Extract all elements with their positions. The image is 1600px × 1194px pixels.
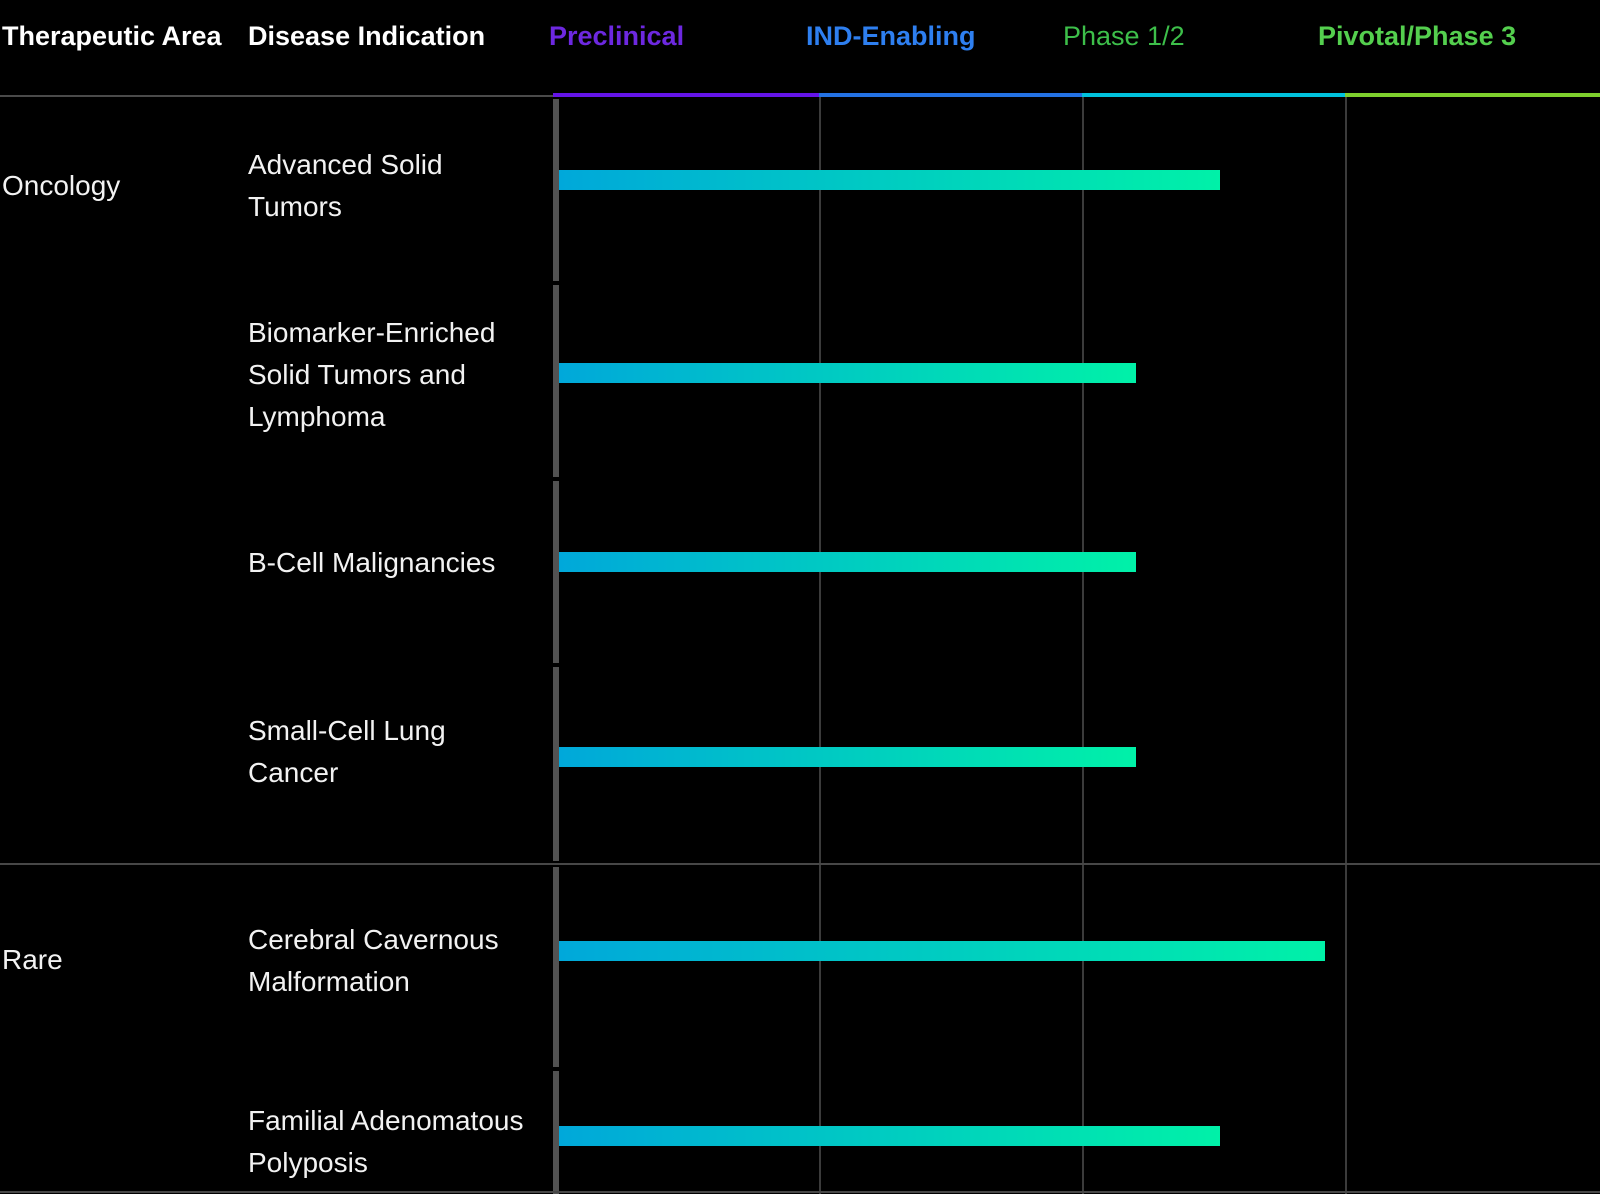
indication-biomarker-enriched: Biomarker-Enriched Solid Tumors and Lymp… — [248, 317, 496, 432]
phase-gridline-pivotal-phase-3 — [1345, 97, 1347, 1194]
therapeutic-area-oncology: Oncology — [2, 170, 121, 201]
phase-gridline-ind-enabling — [819, 97, 821, 1194]
header-underline-ind-enabling — [819, 93, 1082, 97]
progress-bar-track — [559, 747, 1600, 767]
column-header-therapeutic-area: Therapeutic Area — [2, 21, 222, 51]
header-underline-phase-1-2 — [1082, 93, 1345, 97]
column-divider-segment — [553, 481, 559, 663]
header-underline-gray — [0, 95, 553, 97]
column-divider-segment — [553, 667, 559, 861]
column-divider-segment — [553, 285, 559, 477]
indication-b-cell-malignancies: B-Cell Malignancies — [248, 547, 496, 578]
column-divider-segment — [553, 1071, 559, 1194]
pipeline-progress-bar — [559, 170, 1221, 190]
progress-bar-track — [559, 363, 1600, 383]
bottom-row-boundary-line — [0, 1191, 1600, 1193]
progress-bar-track — [559, 170, 1600, 190]
phase-gridline-phase-1-2 — [1082, 97, 1084, 1194]
column-header-ind-enabling: IND-Enabling — [806, 21, 976, 51]
progress-bar-track — [559, 941, 1600, 961]
column-header-disease-indication: Disease Indication — [248, 21, 486, 51]
header-underline-preclinical — [553, 93, 819, 97]
pipeline-progress-bar — [559, 941, 1326, 961]
column-header-pivotal-phase-3: Pivotal/Phase 3 — [1318, 21, 1517, 51]
pipeline-progress-bar — [559, 1126, 1221, 1146]
indication-small-cell-lung-cancer: Small-Cell Lung Cancer — [248, 715, 446, 788]
pipeline-progress-bar — [559, 747, 1136, 767]
column-divider-segment — [553, 99, 559, 281]
indication-familial-adenomatous-polyposis: Familial Adenomatous Polyposis — [248, 1105, 524, 1178]
pipeline-progress-bar — [559, 552, 1136, 572]
column-header-preclinical: Preclinical — [549, 21, 685, 51]
header-underline-pivotal-phase-3 — [1345, 93, 1600, 97]
column-header-phase-1-2: Phase 1/2 — [1063, 21, 1185, 51]
therapeutic-area-rare: Rare — [2, 944, 63, 975]
column-divider-segment — [553, 867, 559, 1067]
indication-cerebral-cavernous-malformation: Cerebral Cavernous Malformation — [248, 924, 499, 997]
section-separator-line — [0, 863, 1600, 865]
progress-bar-track — [559, 552, 1600, 572]
progress-bar-track — [559, 1126, 1600, 1146]
pipeline-progress-bar — [559, 363, 1136, 383]
indication-advanced-solid-tumors: Advanced Solid Tumors — [248, 149, 443, 222]
